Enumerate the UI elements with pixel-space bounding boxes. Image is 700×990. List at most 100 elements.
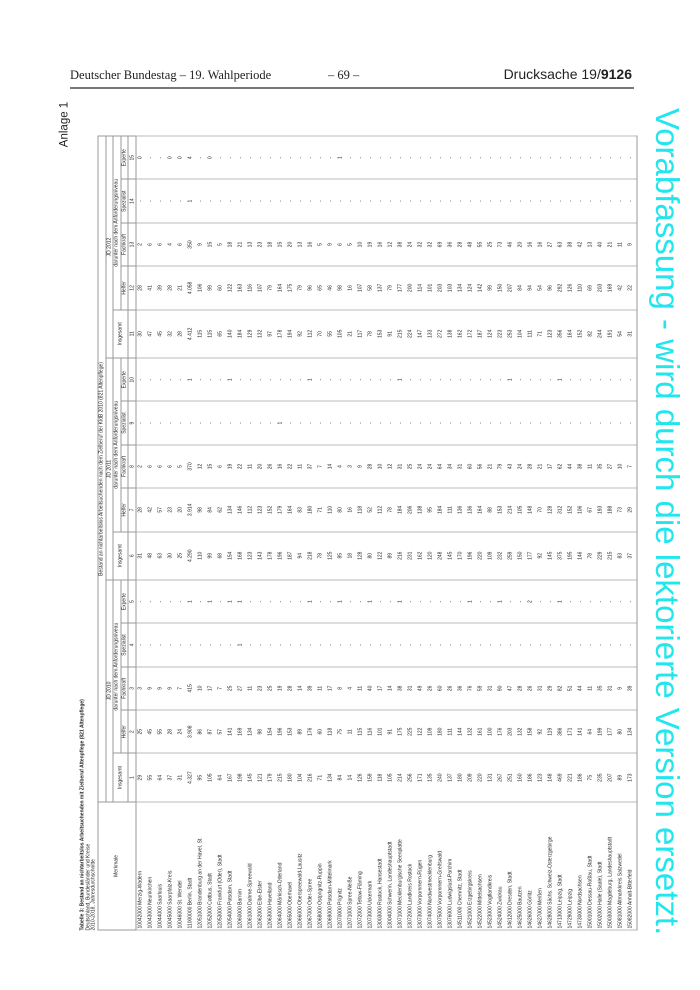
table-cell: 16 bbox=[345, 487, 356, 532]
table-cell: 103 bbox=[445, 265, 456, 310]
table-cell: 4 bbox=[185, 135, 196, 179]
table-cell: - bbox=[205, 400, 216, 445]
table-row: 10043000 Neunkirchen 55 45 9- -48 42 6- -47 41 6-… bbox=[145, 135, 156, 930]
table-row: 12073000 Uckermark 159 116 40-1 80 52 28- -78 58… bbox=[365, 135, 376, 930]
table-cell: 1 bbox=[555, 579, 566, 623]
table-cell: 99 bbox=[205, 531, 216, 580]
table-cell: 1 bbox=[335, 135, 346, 179]
table-cell: 79 bbox=[385, 265, 396, 310]
table-cell: 26 bbox=[425, 666, 436, 710]
table-cell: 1 bbox=[185, 178, 196, 223]
table-cell: 98 bbox=[255, 709, 266, 753]
header-col-number: 12 bbox=[127, 265, 136, 310]
table-cell: - bbox=[575, 579, 586, 623]
row-label: 14713000 Leipzig, Stadt bbox=[555, 801, 566, 930]
table-cell: 26 bbox=[265, 444, 276, 488]
table-cell: 89 bbox=[295, 709, 306, 753]
table-cell: 13 bbox=[245, 222, 256, 266]
table-cell: - bbox=[575, 178, 586, 223]
table-cell: 80 bbox=[365, 531, 376, 580]
table-cell: - bbox=[385, 135, 396, 179]
table-cell: - bbox=[235, 400, 246, 445]
document-number-bold: 9126 bbox=[600, 66, 632, 82]
table-cell: - bbox=[335, 400, 346, 445]
table-cell: - bbox=[285, 579, 296, 623]
row-label: 15001000 Dessau-Roßlau, Stadt bbox=[585, 801, 596, 930]
table-cell: - bbox=[615, 135, 626, 179]
header-rule bbox=[70, 87, 634, 89]
table-cell: 1 bbox=[235, 579, 246, 623]
document-number-prefix: Drucksache 19/ bbox=[503, 66, 601, 82]
table-row: 15082000 Anhalt-Bitterfeld 173 134 39- -37 29… bbox=[625, 135, 637, 930]
table-cell: 119 bbox=[545, 709, 556, 753]
table-cell: - bbox=[195, 357, 206, 401]
table-cell: 20 bbox=[515, 222, 526, 266]
table-cell: - bbox=[515, 135, 526, 179]
table-cell: - bbox=[325, 178, 336, 223]
table-cell: - bbox=[625, 135, 637, 179]
table-cell: 95 bbox=[425, 487, 436, 532]
table-cell: - bbox=[185, 400, 196, 445]
table-cell: 28 bbox=[365, 444, 376, 488]
table-cell: - bbox=[545, 135, 556, 179]
table-cell: 21 bbox=[235, 222, 246, 266]
table-cell: 14 bbox=[345, 752, 356, 802]
table-row: 13073000 Vorpommern-Rügen 171 122 49- -162 13… bbox=[415, 135, 426, 930]
table-cell: 1 bbox=[465, 579, 476, 623]
table-cell: 154 bbox=[225, 531, 236, 580]
table-cell: 235 bbox=[595, 752, 606, 802]
row-label: 12065000 Oberhavel bbox=[285, 801, 296, 930]
table-cell: - bbox=[275, 135, 286, 179]
header-year: JD 2011 bbox=[105, 357, 113, 580]
table-cell: 124 bbox=[465, 265, 476, 310]
table-row: 11000000 Berlin, Stadt 4.327 3.908 415-1 4.2… bbox=[185, 135, 196, 930]
table-cell: 6 bbox=[165, 444, 176, 488]
table-cell: - bbox=[335, 622, 346, 667]
table-subtitle: Deutschland, Bundesländer und Kreise bbox=[84, 843, 91, 930]
table-cell: 18 bbox=[225, 222, 236, 266]
table-cell: 16 bbox=[525, 222, 536, 266]
table-cell: 55 bbox=[475, 222, 486, 266]
table-cell: 55 bbox=[155, 709, 166, 753]
header-col-number: 8 bbox=[127, 444, 136, 488]
table-cell: - bbox=[385, 178, 396, 223]
header-merkmale: Merkmale bbox=[97, 801, 136, 930]
table-cell: 152 bbox=[575, 309, 586, 358]
table-cell: 111 bbox=[445, 709, 456, 753]
table-cell: 195 bbox=[565, 531, 576, 580]
table-cell: - bbox=[475, 579, 486, 623]
table-cell: 223 bbox=[495, 309, 506, 358]
table-cell: 51 bbox=[565, 666, 576, 710]
table-cell: 214 bbox=[395, 752, 406, 802]
table-cell: 65 bbox=[315, 265, 326, 310]
table-cell: - bbox=[385, 579, 396, 623]
table-cell: 14 bbox=[385, 666, 396, 710]
table-cell: - bbox=[625, 400, 637, 445]
row-label: 12073000 Uckermark bbox=[365, 801, 376, 930]
table-cell: 11 bbox=[315, 666, 326, 710]
table-cell: 6 bbox=[155, 222, 166, 266]
table-cell: - bbox=[285, 400, 296, 445]
document-number: Drucksache 19/9126 bbox=[504, 66, 632, 82]
table-cell: 251 bbox=[505, 752, 516, 802]
row-label: 12068000 Ostprignitz-Ruppin bbox=[315, 801, 326, 930]
table-cell: 1 bbox=[395, 357, 406, 401]
row-label: 14625000 Bautzen bbox=[515, 801, 526, 930]
table-cell: - bbox=[515, 400, 526, 445]
table-row: 12051000 Brandenburg an der Havel, St. 95… bbox=[195, 135, 206, 930]
table-cell: 170 bbox=[455, 531, 466, 580]
table-cell: - bbox=[545, 579, 556, 623]
table-cell: - bbox=[485, 622, 496, 667]
table-cell: 122 bbox=[415, 709, 426, 753]
table-cell: 19 bbox=[225, 444, 236, 488]
table-cell: 3.914 bbox=[185, 487, 196, 532]
header-col-number: 15 bbox=[127, 135, 136, 179]
table-cell: 8 bbox=[335, 666, 346, 710]
header-row: Merkmale Bestand an nichtarbeitslos Arbei… bbox=[97, 135, 136, 930]
table-cell: 105 bbox=[385, 752, 396, 802]
table-cell: 38 bbox=[575, 444, 586, 488]
table-cell: 64 bbox=[155, 752, 166, 802]
header-level: Fachkraft bbox=[120, 444, 128, 488]
table-cell: - bbox=[195, 400, 206, 445]
table-cell: 110 bbox=[325, 487, 336, 532]
